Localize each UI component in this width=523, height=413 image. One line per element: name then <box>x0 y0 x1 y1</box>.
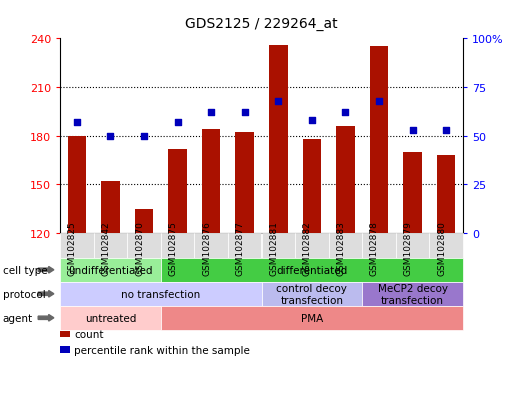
Text: GDS2125 / 229264_at: GDS2125 / 229264_at <box>185 17 338 31</box>
Point <box>375 98 383 104</box>
Point <box>241 110 249 116</box>
Bar <box>101 182 120 413</box>
Text: control decoy
transfection: control decoy transfection <box>276 283 347 305</box>
Point <box>408 127 417 134</box>
Text: protocol: protocol <box>3 289 46 299</box>
Bar <box>67 136 86 413</box>
Bar <box>336 126 355 413</box>
Point <box>140 133 148 140</box>
Text: GSM102877: GSM102877 <box>236 221 245 275</box>
Point <box>308 117 316 124</box>
Text: PMA: PMA <box>301 313 323 323</box>
Text: GSM102883: GSM102883 <box>336 221 345 275</box>
Point <box>207 110 215 116</box>
Text: GSM102876: GSM102876 <box>202 221 211 275</box>
Point <box>341 110 349 116</box>
Bar <box>370 47 388 413</box>
Bar <box>437 156 456 413</box>
Text: cell type: cell type <box>3 265 47 275</box>
Text: no transfection: no transfection <box>121 289 200 299</box>
Bar <box>168 149 187 413</box>
Text: untreated: untreated <box>85 313 136 323</box>
Text: GSM102842: GSM102842 <box>101 221 110 275</box>
Point <box>442 127 450 134</box>
Text: GSM102875: GSM102875 <box>168 221 178 275</box>
Text: differentiated: differentiated <box>276 265 347 275</box>
Text: undifferentiated: undifferentiated <box>68 265 153 275</box>
Text: GSM102880: GSM102880 <box>437 221 446 275</box>
Point <box>274 98 282 104</box>
Bar <box>235 133 254 413</box>
Point <box>106 133 115 140</box>
Point <box>174 119 182 126</box>
Text: MeCP2 decoy
transfection: MeCP2 decoy transfection <box>378 283 448 305</box>
Text: GSM102870: GSM102870 <box>135 221 144 275</box>
Bar <box>303 140 321 413</box>
Text: GSM102825: GSM102825 <box>68 221 77 275</box>
Point <box>73 119 81 126</box>
Bar <box>403 152 422 413</box>
Bar <box>202 130 220 413</box>
Text: GSM102878: GSM102878 <box>370 221 379 275</box>
Text: percentile rank within the sample: percentile rank within the sample <box>74 345 250 355</box>
Text: GSM102879: GSM102879 <box>404 221 413 275</box>
Text: GSM102881: GSM102881 <box>269 221 278 275</box>
Text: GSM102882: GSM102882 <box>303 221 312 275</box>
Bar <box>269 46 288 413</box>
Text: count: count <box>74 329 104 339</box>
Text: agent: agent <box>3 313 33 323</box>
Bar <box>135 209 153 413</box>
